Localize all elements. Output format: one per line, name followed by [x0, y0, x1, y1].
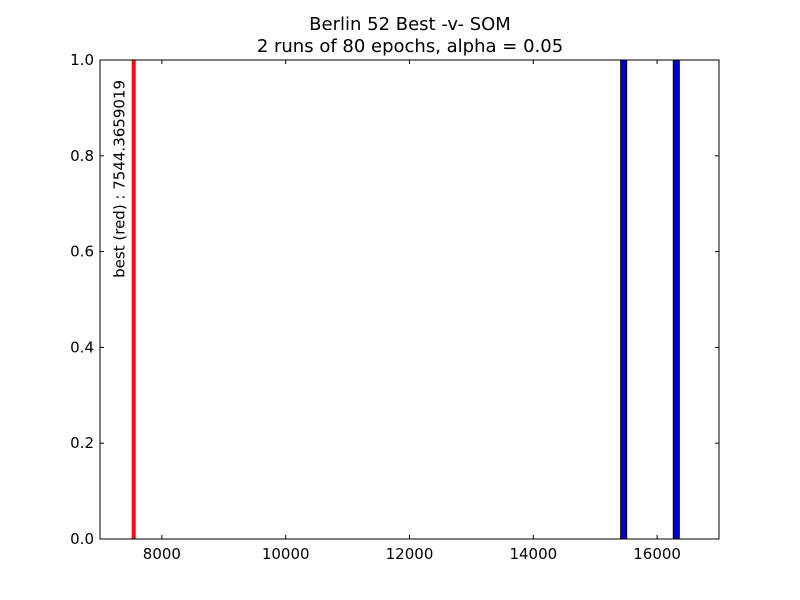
som-bar	[672, 59, 680, 540]
chart-subtitle: 2 runs of 80 epochs, alpha = 0.05	[257, 36, 563, 57]
ticks-layer: 8000 10000 12000 14000 16000 0.0 0.2 0.4 0.6 0.8 1…	[70, 51, 719, 563]
y-tick-label: 1.0	[70, 51, 94, 69]
best-annotation: best (red) : 7544.3659019	[111, 80, 129, 278]
som-bar	[620, 59, 628, 540]
x-tick-label: 14000	[509, 545, 557, 563]
x-tick-label: 16000	[633, 545, 681, 563]
y-tick-label: 0.6	[70, 243, 94, 261]
annotation-layer: best (red) : 7544.3659019	[111, 80, 129, 278]
y-tick-label: 0.0	[70, 530, 94, 548]
x-tick-label: 8000	[143, 545, 181, 563]
plot-frame	[99, 59, 720, 540]
chart-title: Berlin 52 Best -v- SOM	[309, 14, 511, 35]
y-tick-label: 0.2	[70, 434, 94, 452]
y-tick-label: 0.8	[70, 147, 94, 165]
y-tick-label: 0.4	[70, 338, 94, 356]
best-bar	[131, 60, 136, 539]
x-tick-label: 12000	[386, 545, 434, 563]
x-tick-label: 10000	[262, 545, 310, 563]
